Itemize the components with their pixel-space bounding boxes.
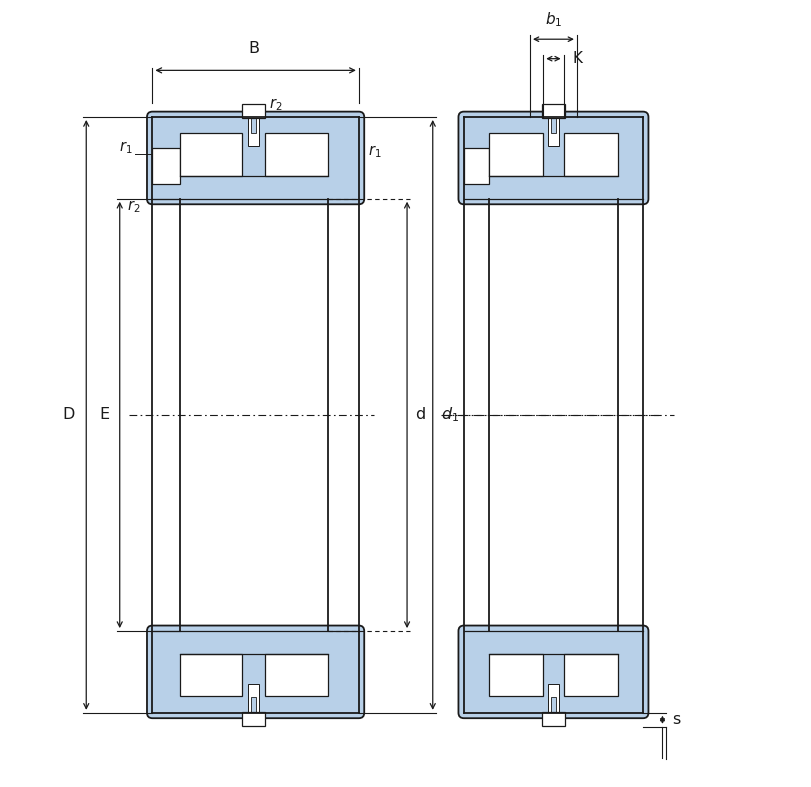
Bar	[248, 684, 259, 713]
Bar	[180, 654, 242, 696]
Text: E: E	[100, 408, 109, 423]
FancyBboxPatch shape	[147, 626, 364, 719]
Text: $b_1$: $b_1$	[545, 10, 562, 29]
Bar	[242, 712, 265, 726]
FancyBboxPatch shape	[458, 112, 649, 205]
Text: B: B	[248, 42, 260, 57]
Bar	[265, 134, 328, 176]
Bar	[248, 117, 259, 146]
Bar	[548, 684, 559, 713]
Text: $d_1$: $d_1$	[440, 405, 459, 424]
Bar	[551, 697, 556, 713]
Bar	[489, 134, 543, 176]
Bar	[265, 654, 328, 696]
Bar	[542, 712, 565, 726]
Text: K: K	[573, 51, 583, 66]
Bar	[464, 148, 489, 184]
FancyBboxPatch shape	[458, 626, 649, 719]
Bar	[242, 104, 265, 118]
Bar	[251, 117, 256, 133]
Bar	[542, 104, 565, 118]
Bar	[564, 134, 618, 176]
Text: s: s	[672, 712, 680, 727]
Text: $r_1$: $r_1$	[119, 140, 133, 157]
Text: d: d	[415, 408, 425, 423]
Text: $r_1$: $r_1$	[368, 143, 382, 160]
Bar	[489, 654, 543, 696]
Bar	[548, 117, 559, 146]
Bar	[152, 148, 180, 184]
Text: D: D	[62, 408, 75, 423]
Text: $r_2$: $r_2$	[127, 198, 141, 216]
Bar	[251, 697, 256, 713]
Text: $r_2$: $r_2$	[269, 97, 283, 113]
Bar	[180, 134, 242, 176]
FancyBboxPatch shape	[147, 112, 364, 205]
Bar	[564, 654, 618, 696]
Bar	[551, 117, 556, 133]
